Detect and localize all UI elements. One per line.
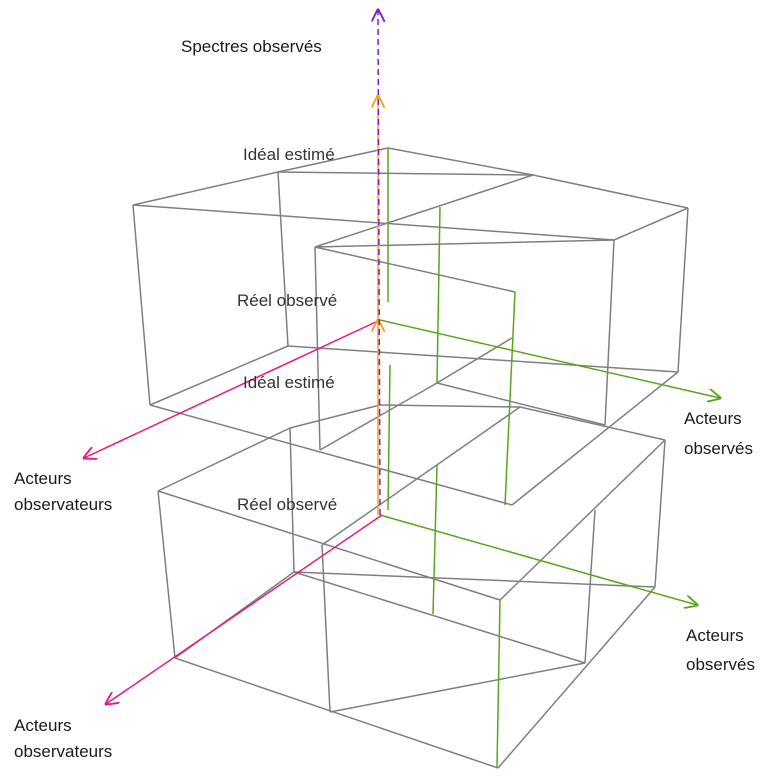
bottom-green-vertical-2 (432, 464, 438, 615)
top-cube-bottom-front-edge (149, 404, 513, 506)
top-cube-back-right-vertical (677, 207, 689, 373)
top-cube-bottom-back-edge (287, 345, 679, 373)
top-cube-green-edges (387, 148, 516, 506)
top-cube-top-left-edge (132, 171, 279, 206)
label-acteurs-observes-top-line1: Acteurs (684, 409, 742, 428)
bottom-cube-base-diagonal (293, 571, 586, 664)
axis-acteurs-observes-top (379, 319, 720, 398)
label-acteurs-observateurs-bottom-line2: observateurs (14, 742, 112, 761)
axis-acteurs-observes-bottom (379, 514, 697, 605)
bottom-cube-bottom-right-edge (497, 586, 656, 769)
axis-acteurs-observateurs-bottom (106, 514, 383, 704)
label-spectres-observes: Spectres observés (181, 37, 322, 56)
label-acteurs-observes-bottom-line2: observés (686, 655, 755, 674)
top-cube-bottom-left-edge (149, 345, 289, 406)
label-reel-observe-bottom: Réel observé (237, 495, 337, 514)
bottom-cube-mid-right-vertical (584, 509, 596, 664)
top-cube-top-cross-line (277, 171, 534, 176)
label-acteurs-observateurs-top-line2: observateurs (14, 495, 112, 514)
label-acteurs-observes-bottom-line1: Acteurs (686, 626, 744, 645)
label-acteurs-observateurs-top-line1: Acteurs (14, 469, 72, 488)
bottom-cube-bottom-mid-edge (329, 662, 586, 713)
bottom-cube-green-edges (387, 364, 501, 769)
label-ideal-estime-top: Idéal estimé (243, 145, 335, 164)
bottom-cube-back-right-edge (654, 439, 666, 588)
bottom-cube-mid-depth-line (157, 490, 501, 601)
top-cube-top-mid-line (132, 204, 615, 241)
top-green-vertical-3 (504, 291, 516, 506)
bottom-cube (157, 404, 666, 769)
top-cube-right-vertical (604, 239, 615, 426)
label-acteurs-observes-top-line2: observés (684, 439, 753, 458)
bottom-cube-top-right-edge (499, 439, 666, 601)
label-ideal-estime-bottom: Idéal estimé (243, 373, 335, 392)
label-reel-observe-top: Réel observé (237, 291, 337, 310)
bottom-cube-back-left-edge (289, 427, 295, 573)
top-cube-back-left-vertical (277, 171, 289, 347)
bottom-cube-back-top-edge (289, 404, 666, 441)
top-cube-left-vertical (132, 204, 151, 406)
top-cube-bottom-mid-2 (436, 382, 606, 426)
top-cube (132, 147, 689, 506)
top-cube-top-inner-3 (314, 246, 516, 293)
top-cube-top-inner-2 (314, 239, 615, 248)
bottom-green-vertical-3 (496, 599, 501, 769)
top-cube-bottom-mid-3 (436, 337, 513, 384)
bottom-cube-bottom-depth-line (293, 571, 656, 588)
bottom-cube-bottom-front-edge (174, 657, 499, 769)
axis-acteurs-observateurs-top (84, 319, 381, 458)
bottom-cube-top-left-edge (157, 427, 291, 492)
top-cube-back-top-edge (277, 147, 689, 209)
bottom-cube-top-mid-line (321, 406, 521, 546)
bottom-green-vertical-1 (387, 364, 391, 511)
top-cube-top-right-edge (613, 207, 689, 241)
bottom-cube-front-mid-vertical (321, 544, 331, 713)
top-green-vertical-2 (436, 206, 441, 384)
top-cube-top-inner-1 (314, 174, 534, 248)
label-acteurs-observateurs-bottom-line1: Acteurs (14, 716, 72, 735)
bottom-cube-front-left-vertical (157, 490, 176, 659)
axis-spectres-observes (378, 10, 380, 516)
top-cube-bottom-right-edge (511, 371, 679, 506)
